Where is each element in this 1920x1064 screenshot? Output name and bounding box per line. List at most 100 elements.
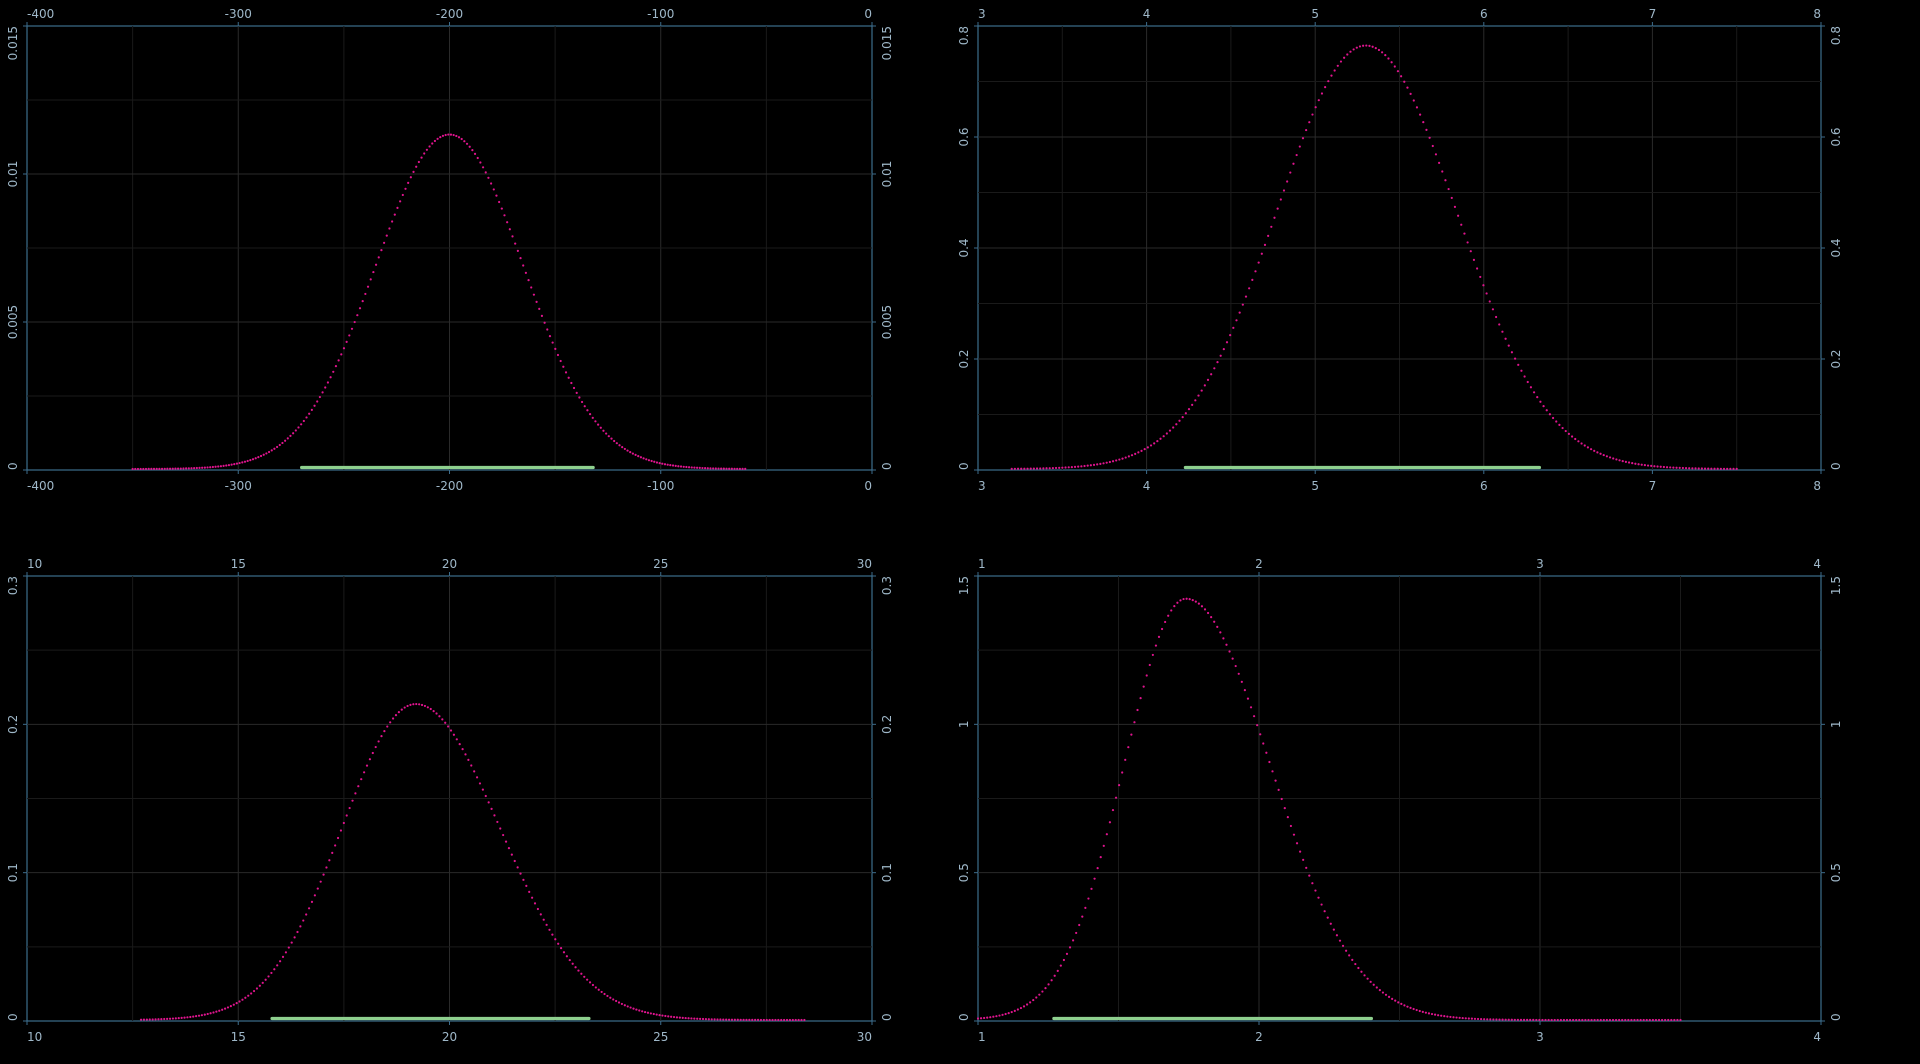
density-point xyxy=(1357,966,1360,970)
density-point xyxy=(471,149,474,152)
density-point xyxy=(1397,1001,1400,1004)
density-point xyxy=(1452,1016,1455,1019)
density-point xyxy=(1167,614,1170,617)
density-point xyxy=(1339,60,1343,63)
density-point xyxy=(687,466,691,469)
density-series xyxy=(976,597,1682,1022)
density-point xyxy=(690,1017,693,1020)
density-point xyxy=(1443,1015,1446,1018)
density-point xyxy=(1455,1016,1458,1019)
density-point xyxy=(1419,113,1422,116)
density-point xyxy=(1621,1018,1624,1022)
density-point xyxy=(1529,1018,1532,1022)
y-tick-label-left: 0.015 xyxy=(6,26,20,60)
density-point xyxy=(1326,916,1329,919)
density-series xyxy=(1010,44,1738,470)
x-tick-label-top: 1 xyxy=(978,557,986,571)
density-point xyxy=(1200,389,1203,392)
density-point xyxy=(1054,466,1058,470)
density-point xyxy=(1157,635,1161,639)
density-point xyxy=(261,981,264,984)
density-point xyxy=(1472,258,1476,261)
y-tick-label-right: 0.015 xyxy=(880,26,894,60)
density-point xyxy=(707,1018,710,1021)
density-point xyxy=(533,902,537,905)
density-point xyxy=(699,1017,702,1021)
density-point xyxy=(1065,952,1069,955)
density-point xyxy=(1229,334,1232,337)
density-point xyxy=(706,467,709,470)
density-point xyxy=(635,1008,638,1011)
density-point xyxy=(1121,457,1124,460)
density-point xyxy=(1165,432,1168,435)
density-point xyxy=(1470,1017,1473,1020)
density-point xyxy=(570,381,573,385)
density-point xyxy=(389,721,392,724)
x-tick-label-top: 15 xyxy=(231,557,246,571)
y-tick-label-right: 0.5 xyxy=(1829,863,1843,882)
density-point xyxy=(241,461,244,464)
density-point xyxy=(1447,187,1450,191)
density-point xyxy=(179,467,182,470)
density-point xyxy=(1507,1018,1510,1021)
density-point xyxy=(1684,467,1688,470)
density-point xyxy=(1653,465,1656,468)
x-tick-label-bottom: 10 xyxy=(27,1030,42,1044)
density-point xyxy=(1010,1010,1013,1014)
density-point xyxy=(638,1009,641,1012)
density-point xyxy=(273,968,276,971)
density-point xyxy=(200,1014,203,1017)
density-point xyxy=(1403,80,1406,83)
density-point xyxy=(1589,448,1593,451)
density-point xyxy=(377,740,380,743)
density-point xyxy=(1216,361,1219,364)
density-point xyxy=(613,439,616,443)
chart-panel-1: -400 -400 -300 -300 -200 -200 -100 -100 0 0 0 0 0.00… xyxy=(6,7,894,493)
density-point xyxy=(1327,80,1330,83)
density-point xyxy=(1271,770,1274,773)
density-point xyxy=(1488,300,1491,303)
density-point xyxy=(751,1018,754,1021)
density-point xyxy=(211,465,214,469)
density-point xyxy=(1173,604,1176,608)
density-point xyxy=(418,703,421,706)
density-point xyxy=(631,452,634,455)
density-point xyxy=(546,328,549,331)
density-point xyxy=(578,396,581,399)
density-point xyxy=(710,1018,713,1021)
density-point xyxy=(1381,991,1385,994)
density-point xyxy=(698,466,701,470)
density-point xyxy=(325,866,328,869)
density-point xyxy=(206,466,209,469)
density-point xyxy=(363,771,366,774)
density-point xyxy=(1572,1018,1575,1022)
density-point xyxy=(1335,934,1339,937)
density-point xyxy=(1121,771,1124,774)
density-point xyxy=(794,1018,797,1022)
density-point xyxy=(522,264,525,267)
density-point xyxy=(160,467,164,470)
density-point xyxy=(1280,797,1283,801)
density-point xyxy=(160,1018,163,1021)
density-point xyxy=(356,314,359,317)
density-point xyxy=(1627,461,1631,464)
density-point xyxy=(626,449,629,452)
density-point xyxy=(1491,308,1495,311)
density-point xyxy=(986,1016,989,1019)
density-point xyxy=(1068,946,1072,949)
density-point xyxy=(345,814,348,817)
density-point xyxy=(187,467,190,470)
density-point xyxy=(426,706,429,709)
density-point xyxy=(222,464,225,467)
density-point xyxy=(506,221,509,224)
density-point xyxy=(1394,999,1397,1002)
x-tick-label-bottom: 20 xyxy=(442,1030,457,1044)
density-point xyxy=(401,193,404,197)
density-point xyxy=(1624,1018,1627,1022)
density-point xyxy=(1083,464,1086,468)
density-point xyxy=(1056,969,1059,973)
density-point xyxy=(1415,106,1419,109)
density-point xyxy=(1013,1009,1016,1012)
density-point xyxy=(391,717,395,720)
density-point xyxy=(588,413,592,416)
